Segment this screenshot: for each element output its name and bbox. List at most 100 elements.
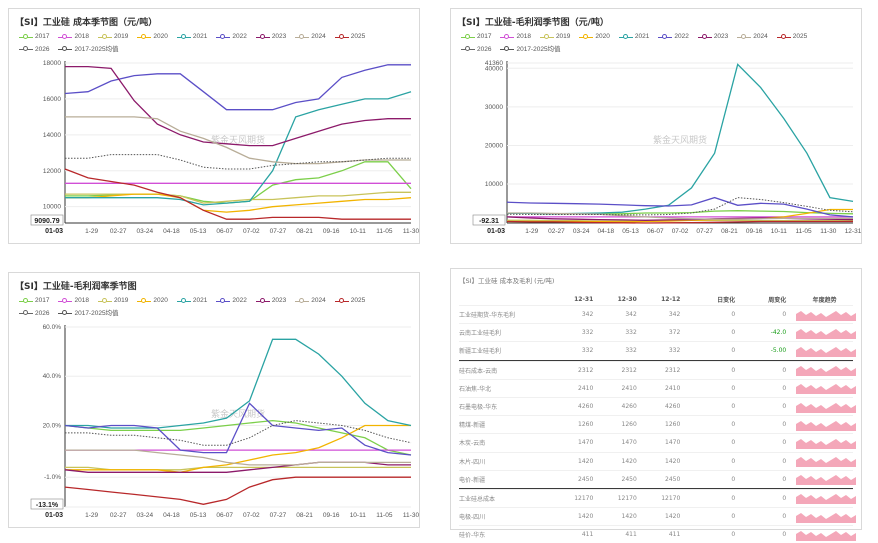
table-cell: 0 xyxy=(782,366,787,374)
x-tick-label: 07-27 xyxy=(270,512,287,519)
legend-item-2020[interactable]: 2020 xyxy=(579,31,610,42)
legend-item-2018[interactable]: 2018 xyxy=(58,31,89,42)
legend-item-2026[interactable]: 2026 xyxy=(19,308,49,319)
y-tick-label: 60.0% xyxy=(43,324,62,331)
legend-marker xyxy=(216,33,231,40)
legend-marker xyxy=(137,33,152,40)
legend-item-2017[interactable]: 2017 xyxy=(19,295,49,306)
legend-label: 2023 xyxy=(271,33,287,40)
trend-sparkline xyxy=(796,327,857,339)
table-cell: 4260 xyxy=(665,403,681,411)
legend-marker xyxy=(737,33,752,40)
legend-item-2019[interactable]: 2019 xyxy=(97,295,129,306)
table-cell: 1260 xyxy=(665,421,681,429)
series-line-2017 xyxy=(64,419,412,456)
legend-item-2024[interactable]: 2024 xyxy=(295,295,326,306)
legend-item-2019[interactable]: 2019 xyxy=(539,31,570,42)
x-tick-label: 09-16 xyxy=(323,228,340,235)
panel-cost-seasonal: 【SI】工业硅 成本季节图（元/吨） 2017 2018 2019 2020 2021 2… xyxy=(8,8,420,244)
legend-item-avg[interactable]: 2017-2025均值 xyxy=(58,44,119,55)
sparkline-area xyxy=(796,310,857,321)
y-tick-label: 20.0% xyxy=(43,422,62,429)
legend-label: 2026 xyxy=(35,309,50,317)
table-cell: 工业硅期货-华东毛利 xyxy=(459,312,516,320)
legend-item-2025[interactable]: 2025 xyxy=(776,31,807,42)
header-cell[interactable]: 12-30 xyxy=(617,295,637,303)
trend-sparkline xyxy=(796,529,857,541)
legend-marker xyxy=(255,33,270,40)
trend-sparkline xyxy=(796,309,857,321)
sparkline-area xyxy=(796,438,857,449)
legend-marker xyxy=(58,46,73,52)
table-cell: 0 xyxy=(731,531,736,539)
sparkline-area xyxy=(796,328,857,339)
legend-item-2017[interactable]: 2017 xyxy=(461,31,491,42)
table-cell: 0 xyxy=(731,347,736,355)
x-tick-label: 03-24 xyxy=(137,512,154,519)
watermark: 紫金天风期货 xyxy=(211,408,265,420)
table-cell: 0 xyxy=(731,403,736,411)
table-cell: 332 xyxy=(668,347,681,355)
legend-item-2018[interactable]: 2018 xyxy=(500,31,531,42)
legend-item-avg[interactable]: 2017-2025均值 xyxy=(58,308,119,319)
panel-title: 【SI】工业硅 成本季节图（元/吨） xyxy=(15,18,158,28)
legend-marker xyxy=(334,297,349,304)
sparkline-area xyxy=(796,494,857,505)
legend-label: 2019 xyxy=(113,297,129,304)
legend-item-2017[interactable]: 2017 xyxy=(19,31,49,42)
header-cell[interactable]: 日变化 xyxy=(717,296,736,304)
y-tick-label: 10000 xyxy=(43,204,61,211)
table-cell: 411 xyxy=(581,531,594,539)
legend-item-2021[interactable]: 2021 xyxy=(618,31,649,42)
legend-item-2022[interactable]: 2022 xyxy=(216,295,247,306)
legend-item-2024[interactable]: 2024 xyxy=(737,31,768,42)
legend-item-2018[interactable]: 2018 xyxy=(58,295,89,306)
legend-item-2025[interactable]: 2025 xyxy=(334,295,365,306)
table-cell: 1420 xyxy=(578,457,594,465)
header-cell[interactable]: 12-12 xyxy=(661,295,681,303)
legend-item-2021[interactable]: 2021 xyxy=(176,295,207,306)
legend-item-2022[interactable]: 2022 xyxy=(658,31,689,42)
trend-sparkline xyxy=(796,345,857,357)
legend-item-2022[interactable]: 2022 xyxy=(216,31,247,42)
table-cell: 云南工业硅毛利 xyxy=(459,330,502,338)
legend-item-2023[interactable]: 2023 xyxy=(255,31,287,42)
table-cell: 2450 xyxy=(665,475,681,483)
legend-item-2024[interactable]: 2024 xyxy=(295,31,326,42)
table-cell: 电价-新疆 xyxy=(459,476,486,484)
panel-cost-table: 【SI】工业硅 成本及毛利 (元/吨) 12-31 12-30 12-12 日变… xyxy=(450,268,862,541)
sparkline-area xyxy=(796,346,857,357)
table-row: 新疆工业硅毛利 332 332 332 0 -5.00 xyxy=(459,341,857,361)
legend-item-2021[interactable]: 2021 xyxy=(176,31,207,42)
x-tick-label: 08-21 xyxy=(721,228,738,235)
legend-item-2025[interactable]: 2025 xyxy=(334,31,365,42)
x-tick-label: 01-03 xyxy=(487,228,505,235)
line-chart: 18000 16000 14000 12000 10000 9090.79 01-03 1-2… xyxy=(30,60,419,235)
legend-item-2023[interactable]: 2023 xyxy=(255,295,286,306)
header-cell[interactable]: 周变化 xyxy=(768,296,787,304)
legend-item-2026[interactable]: 2026 xyxy=(19,44,49,55)
legend-item-2023[interactable]: 2023 xyxy=(697,31,728,42)
table-cell: 0 xyxy=(731,439,736,447)
header-cell[interactable]: 12-31 xyxy=(574,295,594,303)
table-cell: 木片-四川 xyxy=(459,458,486,466)
table-cell: 0 xyxy=(782,439,787,447)
legend-item-2020[interactable]: 2020 xyxy=(137,295,168,306)
table-cell: 电极-四川 xyxy=(459,514,486,522)
legend-item-2019[interactable]: 2019 xyxy=(97,31,128,42)
legend-item-avg[interactable]: 2017-2025均值 xyxy=(500,44,561,55)
legend-marker xyxy=(697,33,712,40)
table-cell: -42.0 xyxy=(770,329,787,337)
table-cell: 0 xyxy=(731,311,736,319)
table-cell: 精煤-新疆 xyxy=(459,422,486,430)
legend-item-2026[interactable]: 2026 xyxy=(461,44,491,55)
table-cell: 2312 xyxy=(578,366,594,374)
legend-item-2020[interactable]: 2020 xyxy=(137,31,168,42)
table-cell: 332 xyxy=(625,347,637,355)
trend-sparkline xyxy=(796,455,857,468)
table-cell: 332 xyxy=(625,329,637,337)
trend-sparkline xyxy=(796,382,857,395)
panel-title: 【SI】工业硅-毛利润季节图（元/吨） xyxy=(457,18,609,28)
table-cell: 342 xyxy=(581,311,594,319)
series-line-2019 xyxy=(65,191,411,204)
